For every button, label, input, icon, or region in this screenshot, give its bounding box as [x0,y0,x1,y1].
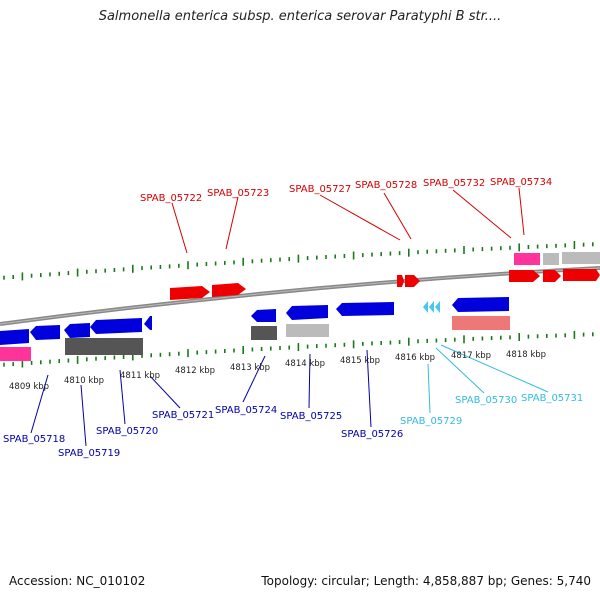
gene-label-spab-05722[interactable]: SPAB_05722 [140,193,202,204]
gene-label-spab-05721[interactable]: SPAB_05721 [152,410,214,421]
forward-strand-features [170,252,600,300]
kbp-label-4815: 4815 kbp [340,356,380,366]
gene-arrow-spab-05734[interactable] [563,269,600,281]
gene-label-spab-05730[interactable]: SPAB_05730 [455,395,517,406]
cyan-label-leaders [427,344,549,414]
kbp-label-4814: 4814 kbp [285,359,325,369]
accession-text: Accession: NC_010102 [9,574,146,588]
kbp-label-4812: 4812 kbp [175,366,215,376]
gene-label-spab-05731[interactable]: SPAB_05731 [521,393,583,404]
kbp-label-4817: 4817 kbp [451,351,491,361]
lower-gene-labels: SPAB_05718 SPAB_05719 SPAB_05720 SPAB_05… [3,405,403,459]
topology-text: Topology: circular; Length: 4,858,887 bp… [261,574,591,588]
kbp-ruler-labels: 4809 kbp 4810 kbp 4811 kbp 4812 kbp 4813… [9,350,546,392]
upper-gene-labels: SPAB_05722 SPAB_05723 SPAB_05727 SPAB_05… [140,177,552,204]
upper-tick-row [3,241,594,281]
gray-feature-2[interactable] [562,252,600,264]
cyan-gene-labels: SPAB_05729 SPAB_05730 SPAB_05731 [400,393,583,427]
gene-arrow-spab-05729[interactable] [423,301,428,313]
gene-arrow-spab-05732b[interactable] [543,270,561,282]
gene-label-spab-05719[interactable]: SPAB_05719 [58,448,120,459]
gene-arrow-spab-05726[interactable] [336,302,394,316]
gene-label-spab-05727[interactable]: SPAB_05727 [289,184,351,195]
pink-feature-left[interactable] [0,347,31,361]
gene-arrow-spab-05719[interactable] [64,323,90,338]
dark-gray-feature-left[interactable] [65,338,143,355]
gene-arrow-spab-05730-body[interactable] [452,297,509,312]
gene-arrow-spab-05722[interactable] [170,286,210,300]
kbp-label-4809: 4809 kbp [9,382,49,392]
gene-label-spab-05734[interactable]: SPAB_05734 [490,177,552,188]
gene-arrow-spab-05718a[interactable] [0,329,29,345]
light-gray-feature-mid[interactable] [286,324,329,337]
light-red-feature[interactable] [452,316,510,330]
gene-label-spab-05729[interactable]: SPAB_05729 [400,416,462,427]
gene-arrow-spab-05718b[interactable] [30,325,60,340]
gray-feature-1[interactable] [543,253,559,265]
gene-arrow-spab-05730[interactable] [429,301,434,313]
gene-label-spab-05724[interactable]: SPAB_05724 [215,405,277,416]
gene-label-spab-05725[interactable]: SPAB_05725 [280,411,342,422]
kbp-label-4818: 4818 kbp [506,350,546,360]
pink-feature-spab-05734[interactable] [514,253,540,265]
lower-label-leaders [30,349,372,447]
gene-arrow-spab-05724[interactable] [251,309,276,322]
kbp-label-4816: 4816 kbp [395,353,435,363]
kbp-label-4811: 4811 kbp [120,371,160,381]
reverse-strand-features [0,297,510,361]
gene-label-spab-05718[interactable]: SPAB_05718 [3,434,65,445]
gene-arrow-spab-05728b[interactable] [405,275,420,287]
gene-label-spab-05720[interactable]: SPAB_05720 [96,426,158,437]
gene-arrow-spab-05723[interactable] [212,283,246,297]
genome-title: Salmonella enterica subsp. enterica sero… [98,9,502,24]
gene-label-spab-05728[interactable]: SPAB_05728 [355,180,417,191]
gene-arrow-spab-05731[interactable] [435,301,440,313]
upper-label-leaders [171,187,525,254]
gene-arrow-spab-05728a[interactable] [397,275,404,287]
gene-label-spab-05726[interactable]: SPAB_05726 [341,429,403,440]
gene-label-spab-05723[interactable]: SPAB_05723 [207,188,269,199]
dark-gray-feature-mid[interactable] [251,326,277,340]
lower-tick-row [3,330,594,368]
gene-arrow-spab-05721[interactable] [144,316,152,330]
gene-arrow-spab-05720[interactable] [90,318,142,334]
gene-arrow-spab-05732a[interactable] [509,270,540,282]
gene-arrow-spab-05725[interactable] [286,305,328,320]
kbp-label-4810: 4810 kbp [64,376,104,386]
gene-label-spab-05732[interactable]: SPAB_05732 [423,178,485,189]
kbp-label-4813: 4813 kbp [230,363,270,373]
